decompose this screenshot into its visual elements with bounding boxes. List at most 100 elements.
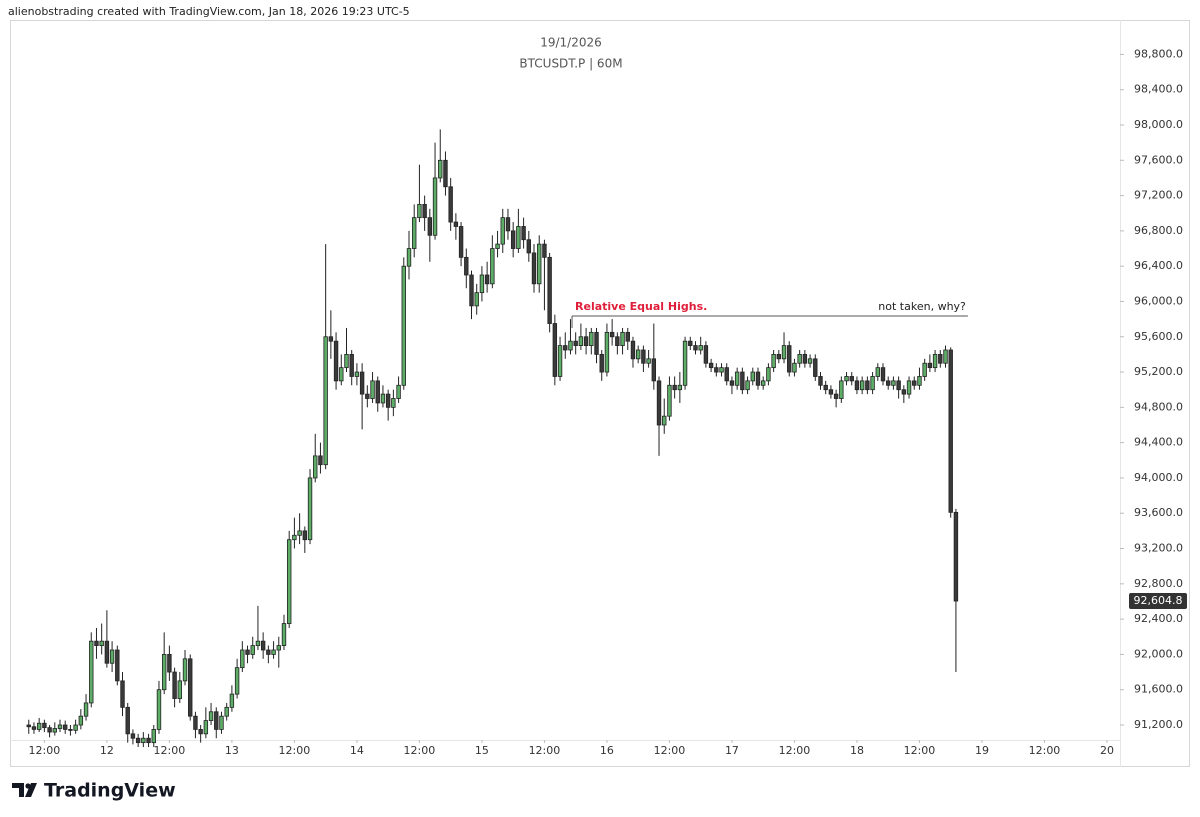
candle-body bbox=[219, 715, 224, 730]
candle-body bbox=[125, 706, 130, 735]
candle-body bbox=[531, 252, 537, 285]
candle-body bbox=[73, 724, 78, 731]
candle-body bbox=[438, 159, 443, 179]
x-tick-label: 19 bbox=[975, 744, 989, 757]
candle-body bbox=[938, 354, 943, 364]
candle-body bbox=[609, 331, 615, 338]
x-tick-label: 12:00 bbox=[404, 744, 436, 757]
candle-body bbox=[740, 371, 745, 391]
candle-body bbox=[630, 340, 636, 360]
candle-body bbox=[453, 221, 459, 227]
chart-subtitle: BTCUSDT.P | 60M bbox=[519, 57, 622, 71]
candle-body bbox=[880, 367, 886, 382]
candle-body bbox=[839, 380, 844, 399]
x-tick-label: 12 bbox=[100, 744, 114, 757]
candle-body bbox=[359, 371, 365, 395]
candle-body bbox=[83, 702, 89, 717]
x-tick-label: 14 bbox=[350, 744, 364, 757]
candle-body bbox=[682, 340, 688, 386]
candle-body bbox=[339, 367, 344, 382]
candle-body bbox=[260, 640, 266, 651]
candle-body bbox=[557, 345, 563, 377]
candle-body bbox=[865, 380, 870, 391]
candle-body bbox=[823, 384, 828, 391]
candle-body bbox=[495, 243, 500, 249]
annotation-label: Relative Equal Highs. bbox=[575, 300, 707, 313]
candle-body bbox=[698, 345, 703, 351]
candle-body bbox=[78, 715, 84, 726]
candle-body bbox=[406, 248, 412, 267]
candle-body bbox=[787, 345, 792, 373]
candle-body bbox=[505, 217, 511, 232]
candle-body bbox=[68, 729, 73, 731]
candle-body bbox=[94, 640, 99, 646]
x-tick-label: 12:00 bbox=[1029, 744, 1061, 757]
plot: 91,200.0 91,600.0 92,000.0 92,400.0 92,800.0… bbox=[26, 47, 1187, 757]
candle-body bbox=[917, 376, 922, 386]
candle-body bbox=[286, 539, 292, 624]
candle-body bbox=[448, 186, 453, 223]
candle-body bbox=[635, 349, 641, 360]
x-tick-label: 12:00 bbox=[29, 744, 61, 757]
candle-body bbox=[292, 534, 297, 541]
candle-body bbox=[500, 217, 505, 245]
candle-body bbox=[370, 380, 375, 399]
candle-body bbox=[922, 362, 927, 377]
candle-body bbox=[667, 384, 672, 417]
chart-title: 19/1/2026 bbox=[540, 36, 602, 50]
candle-body bbox=[943, 349, 948, 364]
y-tick-label: 93,200.0 bbox=[1134, 542, 1183, 555]
candle-body bbox=[297, 530, 302, 536]
y-tick-label: 93,600.0 bbox=[1134, 506, 1183, 519]
candle-body bbox=[177, 680, 183, 699]
candle-body bbox=[141, 737, 146, 744]
candle-body bbox=[318, 455, 323, 466]
candle-body bbox=[625, 331, 630, 342]
candle-body bbox=[521, 226, 526, 241]
x-tick-label: 13 bbox=[225, 744, 239, 757]
candle-body bbox=[537, 243, 542, 285]
y-tick-label: 91,200.0 bbox=[1134, 718, 1183, 731]
candle-body bbox=[432, 177, 438, 236]
y-tick-label: 98,800.0 bbox=[1134, 47, 1183, 60]
candle-body bbox=[266, 649, 271, 655]
candle-body bbox=[662, 415, 667, 426]
candle-body bbox=[583, 336, 589, 346]
candle-body bbox=[344, 354, 349, 369]
y-tick-label: 92,800.0 bbox=[1134, 577, 1183, 590]
candle-body bbox=[677, 384, 683, 391]
candle-body bbox=[651, 358, 657, 382]
candle-body bbox=[891, 380, 896, 386]
candle-body bbox=[479, 274, 485, 294]
candle-body bbox=[245, 649, 250, 655]
candle-body bbox=[172, 671, 177, 699]
candle-body bbox=[120, 680, 125, 708]
candle-body bbox=[886, 380, 891, 386]
y-tick-label: 92,400.0 bbox=[1134, 612, 1183, 625]
candle-body bbox=[427, 217, 433, 236]
candle-body bbox=[693, 345, 698, 351]
candle-body bbox=[161, 654, 167, 691]
candle-body bbox=[57, 724, 63, 729]
candle-body bbox=[443, 159, 448, 188]
candle-body bbox=[573, 340, 578, 346]
candle-body bbox=[849, 376, 854, 382]
candle-body bbox=[385, 393, 391, 408]
candle-body bbox=[198, 729, 203, 735]
candle-body bbox=[234, 667, 240, 695]
candle-body bbox=[490, 248, 495, 285]
candle-body bbox=[229, 693, 235, 708]
candle-body bbox=[859, 380, 865, 391]
candle-body bbox=[797, 354, 802, 364]
candle-body bbox=[552, 323, 558, 377]
candle-body bbox=[802, 354, 808, 364]
candle-body bbox=[250, 645, 255, 655]
candle-body bbox=[115, 649, 120, 682]
candle-body bbox=[646, 358, 651, 364]
candle-body bbox=[870, 376, 875, 391]
candle-body bbox=[953, 511, 959, 602]
x-tick-label: 17 bbox=[725, 744, 739, 757]
candle-body bbox=[724, 367, 729, 382]
candle-body bbox=[568, 340, 573, 351]
